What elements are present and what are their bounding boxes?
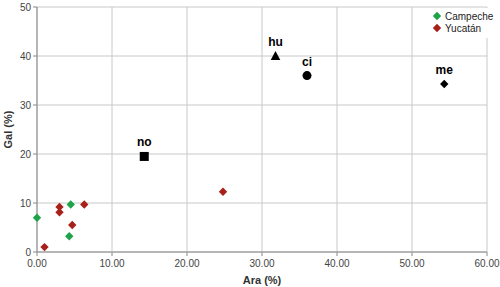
y-tick [33,252,37,253]
reference-point [440,80,448,88]
x-tick-label: 10.00 [99,258,124,269]
legend: CampecheYucatán [428,8,494,38]
legend-marker [433,24,441,32]
x-grid-line [262,7,263,252]
marks [33,51,449,251]
y-tick-label: 30 [20,100,32,111]
point [67,200,75,208]
x-tick [187,252,188,256]
x-tick-label: 50.00 [399,258,424,269]
x-grid-line [112,7,113,252]
y-axis-title: Gal (%) [2,110,14,148]
x-tick-label: 40.00 [324,258,349,269]
y-grid-line [37,252,487,253]
reference-point [303,71,312,80]
x-tick-label: 0.00 [27,258,47,269]
y-grid-line [37,203,487,204]
annotation-label: ci [302,55,312,69]
point [219,188,227,196]
y-grid-line [37,56,487,57]
point [40,243,48,251]
y-tick [33,154,37,155]
y-tick-label: 0 [25,247,31,258]
y-grid-line [37,105,487,106]
legend-label: Campeche [445,11,494,22]
x-tick [112,252,113,256]
annotation-label: no [137,135,152,149]
reference-point [140,152,149,161]
y-tick [33,105,37,106]
x-tick [487,252,488,256]
y-tick-label: 50 [20,2,32,13]
annotation-label: hu [268,35,283,49]
y-tick-label: 40 [20,51,32,62]
legend-marker [433,12,441,20]
x-grid-line [487,7,488,252]
point [80,200,88,208]
legend-label: Yucatán [445,23,481,34]
x-tick [262,252,263,256]
y-grid-line [37,154,487,155]
x-grid-line [187,7,188,252]
x-axis-title: Ara (%) [243,274,282,286]
y-tick [33,56,37,57]
x-tick [412,252,413,256]
chart: 0.00 10.00 20.00 30.00 40.00 50.00 60.00 0 10 20 3… [0,0,500,287]
x-grid-line [337,7,338,252]
point [65,232,73,240]
annotation-label: me [436,63,454,77]
y-tick [33,203,37,204]
point [33,214,41,222]
point [55,208,63,216]
y-tick-label: 10 [20,198,32,209]
x-tick-label: 60.00 [474,258,499,269]
reference-point [271,51,281,60]
y-tick-label: 20 [20,149,32,160]
x-tick-label: 20.00 [174,258,199,269]
y-grid-line [37,7,487,8]
x-tick [37,252,38,256]
y-tick [33,7,37,8]
x-tick [337,252,338,256]
x-tick-label: 30.00 [249,258,274,269]
x-axis [37,252,487,253]
x-grid-line [412,7,413,252]
point [68,221,76,229]
